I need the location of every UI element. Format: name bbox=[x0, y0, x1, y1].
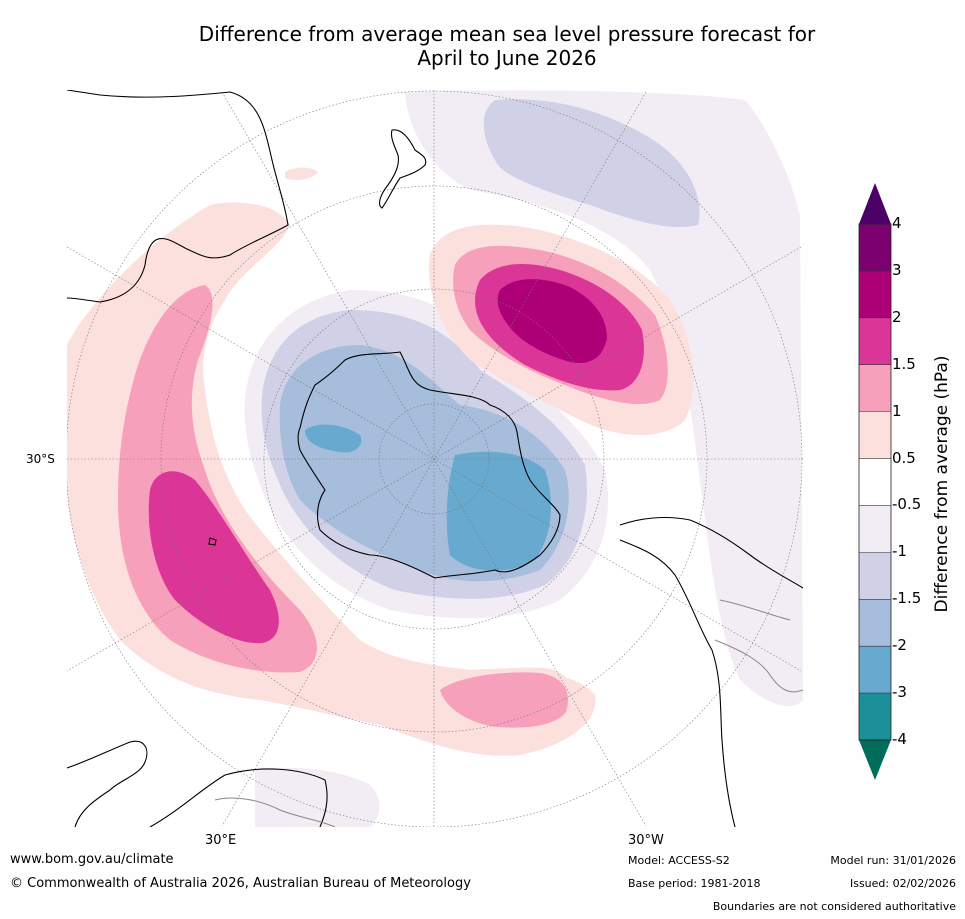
south-america-coast bbox=[619, 516, 803, 827]
colorbar-tick-label: -2 bbox=[892, 636, 907, 655]
colorbar-cell bbox=[859, 458, 891, 506]
colorbar-tick-label: 1.5 bbox=[892, 354, 916, 373]
border-line bbox=[714, 639, 803, 693]
colorbar bbox=[858, 183, 892, 780]
colorbar-cell bbox=[859, 552, 891, 600]
colorbar-outline bbox=[858, 223, 892, 741]
pos-anomaly-southatlantic-1 bbox=[440, 672, 569, 728]
footer-base-period: Base period: 1981-2018 bbox=[628, 877, 761, 890]
colorbar-top-arrow bbox=[859, 183, 891, 224]
colorbar-cell bbox=[859, 411, 891, 460]
colorbar-cell bbox=[859, 646, 891, 694]
colorbar-tick-label: -3 bbox=[892, 683, 907, 702]
colorbar-cell bbox=[859, 505, 891, 553]
neg-anomaly-antarctic-2b bbox=[305, 424, 362, 453]
colorbar-cell bbox=[859, 364, 891, 413]
colorbar-tick-label: 0.5 bbox=[892, 448, 916, 467]
colorbar-cell bbox=[859, 270, 891, 319]
footer-website: www.bom.gov.au/climate bbox=[10, 852, 174, 867]
border-line bbox=[214, 797, 336, 827]
title-line-1: Difference from average mean sea level p… bbox=[198, 22, 816, 46]
footer-disclaimer: Boundaries are not considered authoritat… bbox=[712, 900, 956, 913]
meridian-line bbox=[67, 246, 802, 672]
colorbar-bottom-arrow bbox=[859, 740, 891, 780]
neg-anomaly-pacific bbox=[405, 90, 803, 707]
colorbar-tick-label: 4 bbox=[892, 214, 902, 232]
colorbar-tick-label: 2 bbox=[892, 307, 902, 326]
antarctica-coast bbox=[297, 351, 561, 579]
lon-label-30e: 30°E bbox=[205, 833, 237, 848]
colorbar-tick-label: -1 bbox=[892, 542, 907, 561]
africa-coast bbox=[67, 740, 328, 827]
colorbar-cell bbox=[859, 224, 891, 272]
footer-issued: Issued: 02/02/2026 bbox=[849, 877, 956, 890]
colorbar-cell bbox=[859, 693, 891, 741]
colorbar-tick-label: 3 bbox=[892, 260, 902, 279]
colorbar-tick-label: -0.5 bbox=[892, 495, 922, 514]
map-title: Difference from average mean sea level p… bbox=[0, 22, 965, 70]
graticule bbox=[67, 90, 803, 827]
colorbar-tick-label: -1.5 bbox=[892, 589, 922, 608]
pos-anomaly-pacific-2 bbox=[497, 279, 607, 363]
australia-coast bbox=[67, 90, 289, 303]
footer-model: Model: ACCESS-S2 bbox=[628, 854, 730, 867]
neg-anomaly-antarctic-2 bbox=[446, 451, 551, 571]
country-borders bbox=[214, 599, 803, 827]
lon-label-30w: 30°W bbox=[628, 833, 664, 848]
colorbar-tick-label: 1 bbox=[892, 401, 902, 420]
colorbar-cell bbox=[859, 317, 891, 366]
lat-label-30s: 30°S bbox=[26, 452, 55, 466]
title-line-2: April to June 2026 bbox=[417, 46, 597, 70]
coastlines bbox=[67, 90, 803, 827]
border-line bbox=[719, 599, 791, 621]
island-kerguelen bbox=[208, 537, 217, 546]
new-zealand-coast bbox=[379, 129, 427, 209]
colorbar-cell bbox=[859, 599, 891, 647]
footer-copyright: © Commonwealth of Australia 2026, Austra… bbox=[10, 876, 471, 891]
neg-anomaly-pacific-inner bbox=[483, 99, 700, 228]
colorbar-tick-label: -4 bbox=[892, 730, 907, 748]
pos-anomaly-nz bbox=[285, 167, 318, 180]
pos-anomaly-indian-15 bbox=[148, 471, 279, 644]
footer-model-run: Model run: 31/01/2026 bbox=[830, 854, 956, 867]
colorbar-title: Difference from average (hPa) bbox=[932, 355, 952, 613]
